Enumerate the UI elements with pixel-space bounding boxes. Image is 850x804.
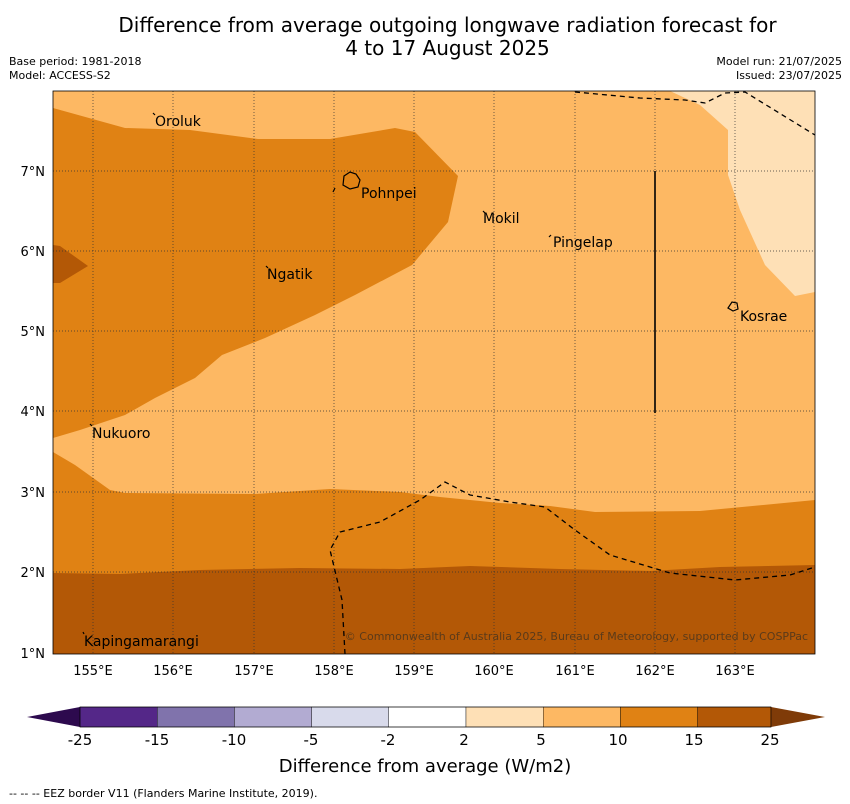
lat-tick: 3°N: [21, 486, 46, 501]
pingelap-marker: [548, 234, 552, 238]
colorbar-outline: [79, 706, 772, 728]
colorbar-label: 2: [459, 731, 469, 749]
colorbar-segment: [156, 706, 235, 728]
lat-tick: 6°N: [21, 245, 46, 260]
lon-tick: 155°E: [73, 664, 113, 679]
colorbar-segment: [388, 706, 467, 728]
copyright-note: © Commonwealth of Australia 2025, Bureau…: [345, 630, 808, 643]
lat-tick: 4°N: [21, 405, 46, 420]
lon-tick: 161°E: [555, 664, 595, 679]
lat-tick: 5°N: [21, 325, 46, 340]
colorbar-segment: [543, 706, 621, 728]
ngatik-marker: [265, 265, 269, 269]
colorbar-label: 25: [760, 731, 779, 749]
colorbar: -25 -15 -10 -5 -2 2 5 10 15 25 Differenc…: [27, 706, 825, 777]
place-kosrae: Kosrae: [740, 309, 787, 325]
colorbar-segment: [697, 706, 772, 728]
islands: [82, 112, 739, 635]
title-line-2: 4 to 17 August 2025: [345, 36, 550, 60]
place-oroluk: Oroluk: [155, 114, 202, 130]
colorbar-label: 5: [536, 731, 546, 749]
zone-15-25-patch: [53, 245, 88, 283]
zone-10-15-north: [53, 108, 458, 438]
colorbar-segment: [311, 706, 390, 728]
colorbar-title: Difference from average (W/m2): [279, 756, 571, 777]
zone-15-25-south: [53, 565, 815, 654]
lon-tick: 162°E: [635, 664, 675, 679]
pohnpei-island: [342, 171, 361, 190]
kapinga-marker: [82, 631, 85, 635]
colorbar-segment: [234, 706, 312, 728]
lat-tick: 2°N: [21, 566, 46, 581]
place-nukuoro: Nukuoro: [92, 426, 150, 442]
issued-date: Issued: 23/07/2025: [735, 69, 842, 82]
eez-borders: [329, 91, 815, 654]
place-pingelap: Pingelap: [553, 235, 613, 251]
colorbar-segment: [79, 706, 158, 728]
colorbar-label: -5: [304, 731, 319, 749]
lat-tick: 1°N: [21, 647, 46, 662]
meta-left: Base period: 1981-2018 Model: ACCESS-S2: [9, 55, 141, 83]
model-name: Model: ACCESS-S2: [9, 69, 111, 82]
lon-ticks: 155°E 156°E 157°E 158°E 159°E 160°E 161°…: [73, 664, 755, 679]
nukuoro-marker: [89, 423, 93, 427]
colorbar-label: -10: [222, 731, 247, 749]
place-pohnpei: Pohnpei: [361, 186, 417, 202]
lon-tick: 159°E: [394, 664, 434, 679]
lon-tick: 160°E: [474, 664, 514, 679]
colorbar-label: -15: [145, 731, 170, 749]
colorbar-segment: [620, 706, 698, 728]
colorbar-extend-low: [27, 707, 80, 727]
lon-tick: 156°E: [153, 664, 193, 679]
oroluk-marker: [152, 112, 156, 116]
title-line-1: Difference from average outgoing longwav…: [118, 13, 777, 37]
lon-tick: 158°E: [314, 664, 354, 679]
base-period: Base period: 1981-2018: [9, 55, 142, 68]
mokil-marker: [482, 210, 486, 214]
eez-legend-note: -- -- -- EEZ border V11 (Flanders Marine…: [9, 787, 317, 800]
map-frame: [52, 90, 816, 655]
model-run: Model run: 21/07/2025: [716, 55, 842, 68]
place-kapingamarangi: Kapingamarangi: [84, 634, 199, 650]
map-title: Difference from average outgoing longwav…: [0, 14, 850, 60]
lon-tick: 157°E: [234, 664, 274, 679]
zone-2-5: [670, 91, 815, 296]
kosrae-island: [727, 301, 739, 312]
islet-marker: [332, 187, 336, 193]
colorbar-label: -2: [381, 731, 396, 749]
contour-fields: [53, 91, 815, 654]
place-ngatik: Ngatik: [267, 267, 313, 283]
colorbar-label: 15: [684, 731, 703, 749]
colorbar-label: 10: [608, 731, 627, 749]
colorbar-labels: -25 -15 -10 -5 -2 2 5 10 15 25: [68, 731, 780, 749]
place-mokil: Mokil: [483, 211, 520, 227]
lat-ticks: 7°N 6°N 5°N 4°N 3°N 2°N 1°N: [21, 165, 46, 662]
lat-tick: 7°N: [21, 165, 46, 180]
colorbar-label: -25: [68, 731, 93, 749]
colorbar-extend-high: [771, 707, 825, 727]
meta-right: Model run: 21/07/2025 Issued: 23/07/2025: [716, 55, 842, 83]
place-labels: Oroluk Pohnpei Mokil Pingelap Ngatik Kos…: [84, 114, 787, 650]
colorbar-segment: [465, 706, 544, 728]
lon-tick: 163°E: [715, 664, 755, 679]
